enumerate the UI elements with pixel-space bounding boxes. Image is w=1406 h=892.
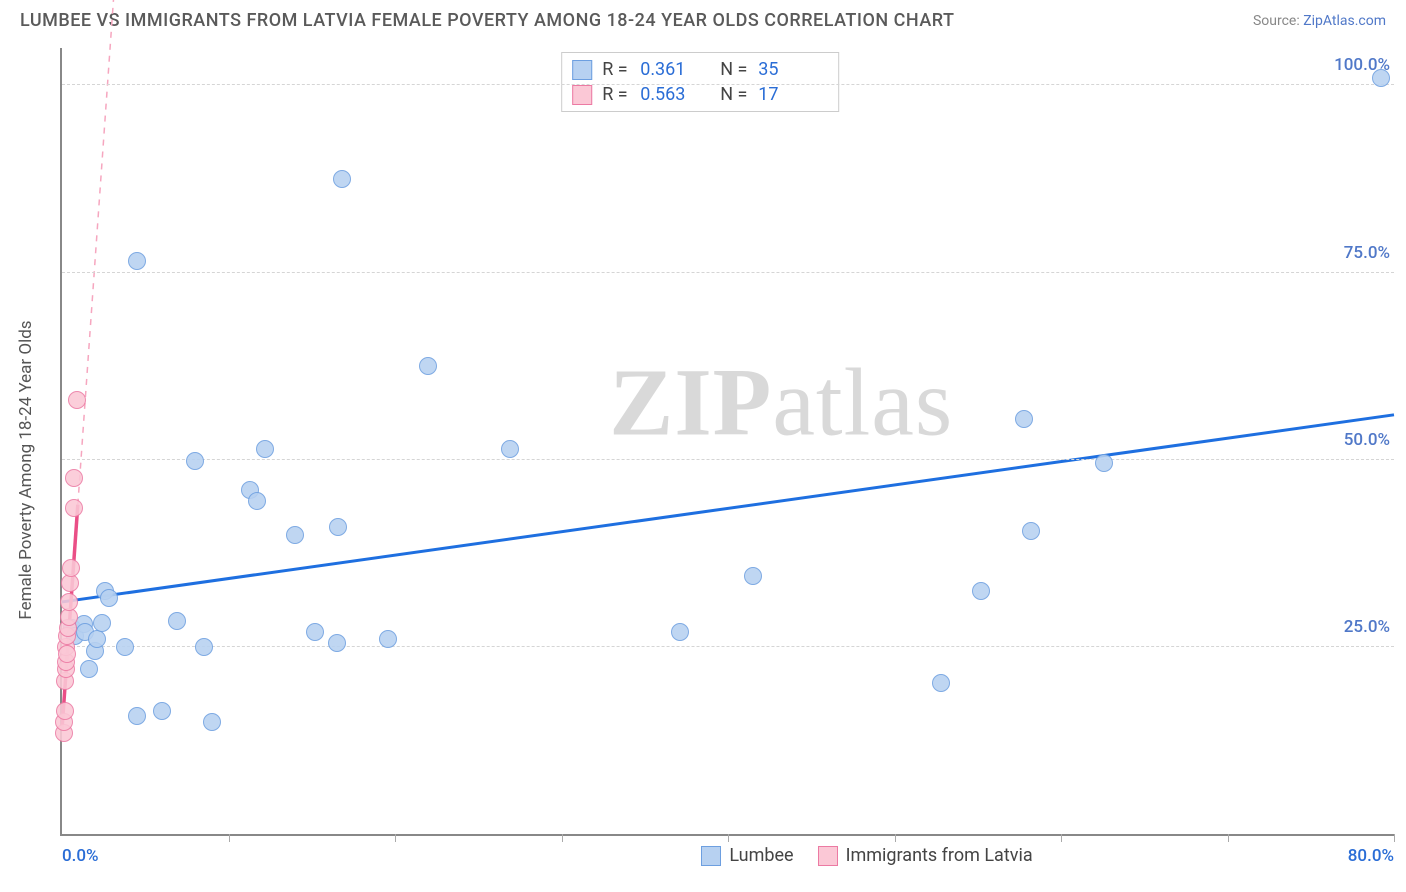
legend-row-lumbee: R = 0.361 N = 35 — [568, 57, 832, 82]
legend-label: Immigrants from Latvia — [846, 845, 1033, 866]
data-point — [501, 440, 519, 458]
data-point — [93, 614, 111, 632]
x-tick-min: 0.0% — [62, 846, 99, 866]
y-tick-label: 25.0% — [1344, 617, 1396, 637]
swatch-blue — [572, 60, 592, 80]
data-point — [306, 623, 324, 641]
legend-item-lumbee: Lumbee — [701, 845, 793, 866]
data-point — [248, 492, 266, 510]
r-label: R = — [602, 84, 630, 105]
legend-row-latvia: R = 0.563 N = 17 — [568, 82, 832, 107]
data-point — [932, 674, 950, 692]
source-prefix: Source: — [1253, 13, 1303, 29]
data-point — [168, 612, 186, 630]
r-value: 0.563 — [640, 84, 710, 105]
data-point — [56, 702, 74, 720]
x-tick — [1228, 834, 1229, 842]
data-point — [1015, 410, 1033, 428]
swatch-pink — [818, 846, 838, 866]
chart-title: LUMBEE VS IMMIGRANTS FROM LATVIA FEMALE … — [20, 10, 954, 31]
x-tick — [1394, 834, 1395, 842]
gridline — [62, 459, 1394, 460]
data-point — [203, 713, 221, 731]
x-tick-max: 80.0% — [1348, 846, 1394, 866]
y-tick-label: 50.0% — [1344, 430, 1396, 450]
data-point — [329, 518, 347, 536]
data-point — [128, 252, 146, 270]
source-link[interactable]: ZipAtlas.com — [1303, 13, 1386, 29]
x-tick — [562, 834, 563, 842]
data-point — [88, 630, 106, 648]
data-point — [60, 593, 78, 611]
swatch-blue — [701, 846, 721, 866]
r-label: R = — [602, 59, 630, 80]
correlation-legend: R = 0.361 N = 35 R = 0.563 N = 17 — [561, 52, 839, 112]
n-label: N = — [720, 84, 748, 105]
n-value: 17 — [758, 84, 828, 105]
x-tick — [895, 834, 896, 842]
data-point — [116, 638, 134, 656]
data-point — [153, 702, 171, 720]
data-point — [128, 707, 146, 725]
r-value: 0.361 — [640, 59, 710, 80]
trend-line — [78, 0, 117, 505]
data-point — [286, 526, 304, 544]
x-tick — [229, 834, 230, 842]
source-credit: Source: ZipAtlas.com — [1253, 13, 1386, 29]
data-point — [58, 645, 76, 663]
x-tick — [1061, 834, 1062, 842]
data-point — [62, 559, 80, 577]
data-point — [65, 499, 83, 517]
n-value: 35 — [758, 59, 828, 80]
data-point — [186, 452, 204, 470]
n-label: N = — [720, 59, 748, 80]
x-tick — [728, 834, 729, 842]
data-point — [256, 440, 274, 458]
series-legend: Lumbee Immigrants from Latvia — [701, 845, 1032, 866]
data-point — [1372, 69, 1390, 87]
x-tick — [395, 834, 396, 842]
gridline — [62, 646, 1394, 647]
chart-header: LUMBEE VS IMMIGRANTS FROM LATVIA FEMALE … — [0, 0, 1406, 36]
legend-item-latvia: Immigrants from Latvia — [818, 845, 1033, 866]
data-point — [68, 391, 86, 409]
data-point — [1022, 522, 1040, 540]
gridline — [62, 272, 1394, 273]
data-point — [419, 357, 437, 375]
data-point — [972, 582, 990, 600]
gridline — [62, 84, 1394, 85]
plot-area: ZIPatlas R = 0.361 N = 35 R = 0.563 N = … — [60, 48, 1394, 836]
data-point — [80, 660, 98, 678]
data-point — [65, 469, 83, 487]
data-point — [333, 170, 351, 188]
data-point — [671, 623, 689, 641]
y-axis-label: Female Poverty Among 18-24 Year Olds — [16, 320, 36, 619]
data-point — [379, 630, 397, 648]
legend-label: Lumbee — [729, 845, 793, 866]
data-point — [1095, 454, 1113, 472]
swatch-pink — [572, 85, 592, 105]
y-tick-label: 75.0% — [1344, 243, 1396, 263]
data-point — [195, 638, 213, 656]
data-point — [328, 634, 346, 652]
data-point — [744, 567, 762, 585]
data-point — [100, 589, 118, 607]
chart-wrapper: Female Poverty Among 18-24 Year Olds ZIP… — [30, 48, 1394, 892]
